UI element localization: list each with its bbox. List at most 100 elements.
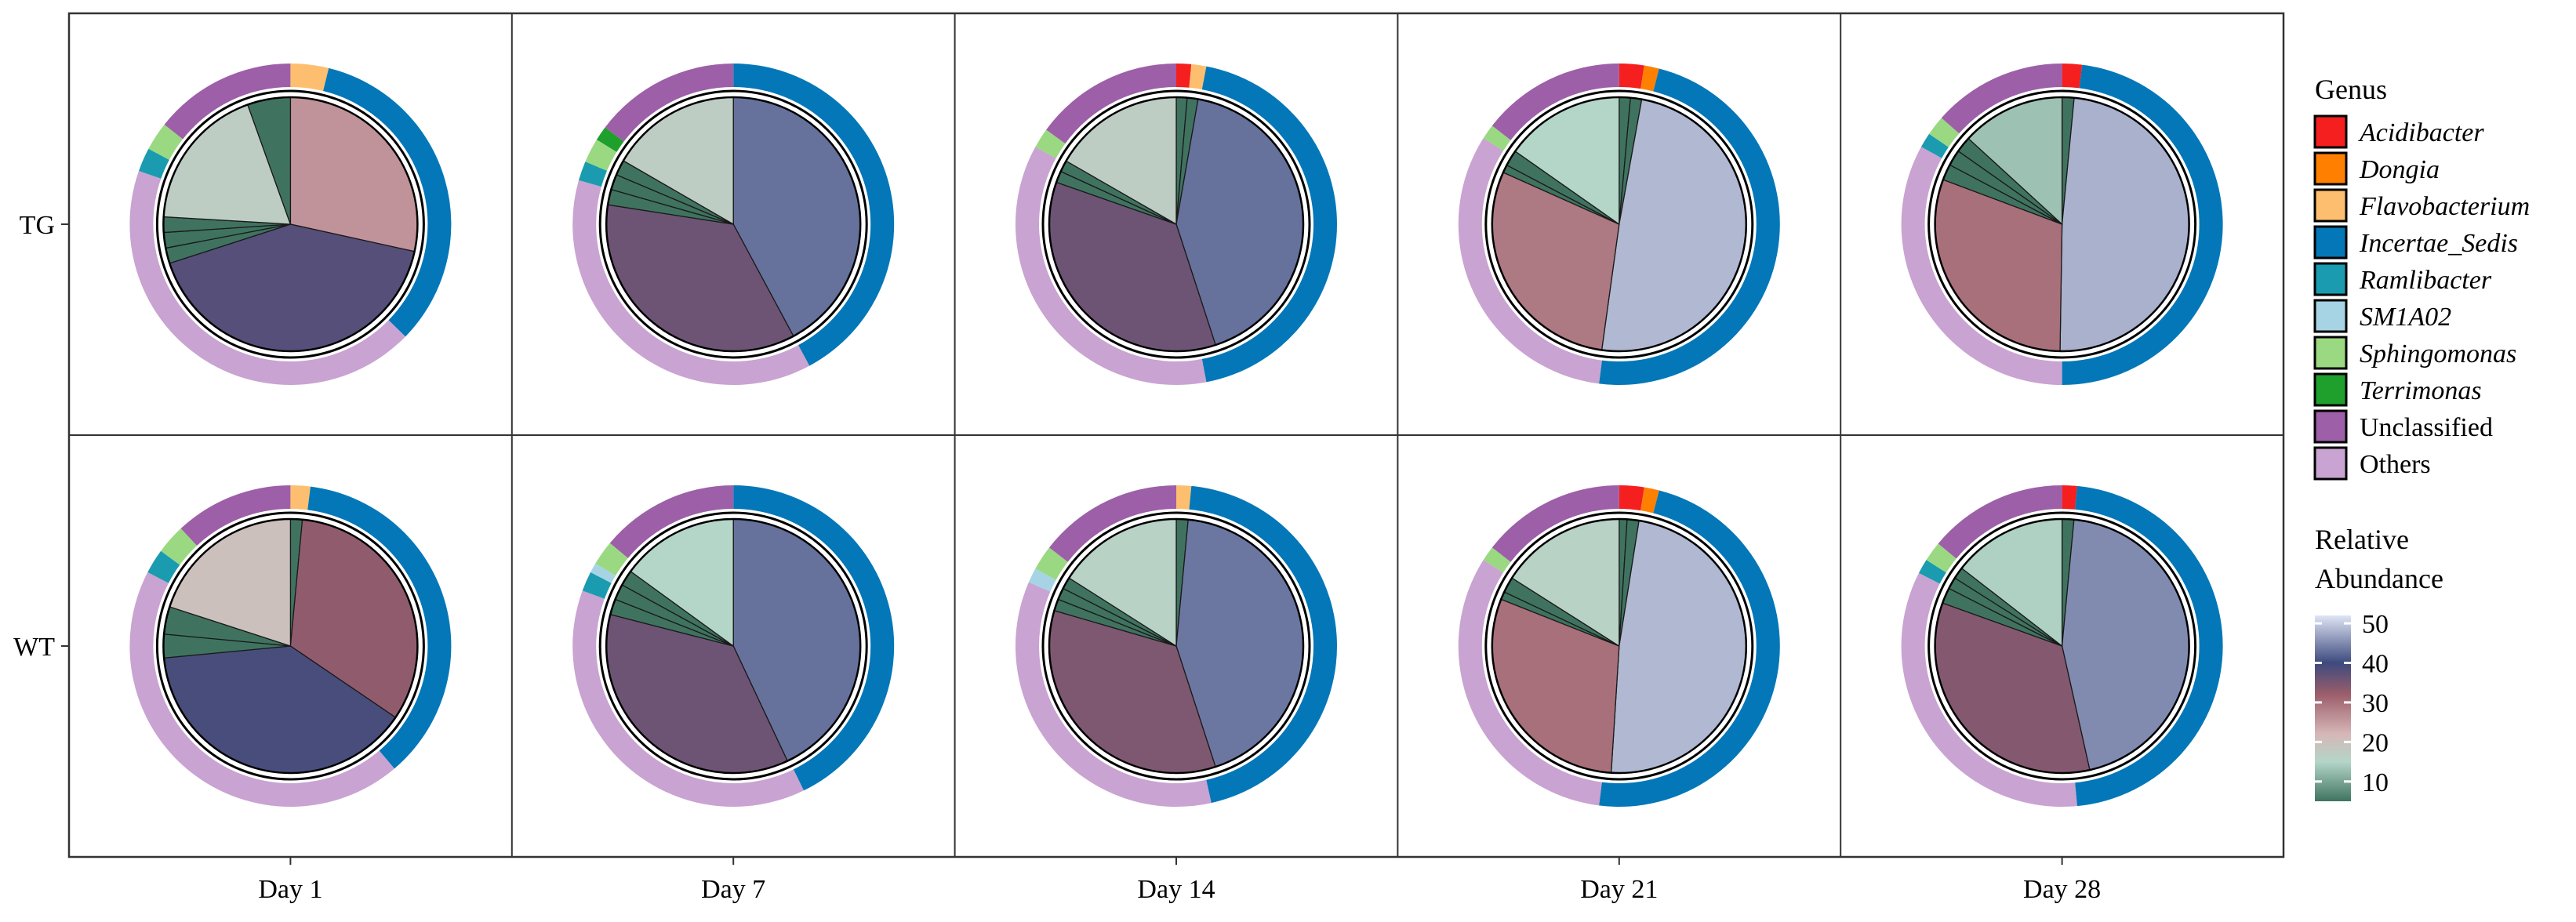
panel-wt-day-7 <box>572 485 895 807</box>
panel-tg-day-7 <box>572 64 895 385</box>
outer-slice-incertae-sedis <box>1201 66 1338 383</box>
panels-layer <box>129 63 2223 808</box>
outer-slice-ramlibacter <box>582 572 612 599</box>
legend-swatch <box>2313 446 2348 481</box>
outer-ring <box>1458 485 1780 808</box>
panel-tg-day-1 <box>129 64 452 385</box>
abundance-colorbar <box>2315 615 2351 801</box>
abundance-legend-title-line: Abundance <box>2315 563 2443 594</box>
outer-slice-acidibacter <box>1176 64 1192 88</box>
outer-slice-unclassified <box>1941 64 2062 134</box>
outer-slice-incertae-sedis <box>2075 485 2223 807</box>
inner-pie-border <box>1491 96 1748 353</box>
outer-slice-incertae-sedis <box>2062 64 2223 385</box>
genus-legend-title: Genus <box>2315 74 2387 105</box>
outer-slice-unclassified <box>605 64 734 142</box>
outer-slice-dongia <box>1640 65 1659 92</box>
outer-slice-sm1a02 <box>1028 568 1056 592</box>
outer-slice-ramlibacter <box>579 162 608 187</box>
outer-slice-sphingomonas <box>1483 125 1511 151</box>
outer-slice-unclassified <box>1938 485 2062 559</box>
outer-slice-dongia <box>1640 487 1659 514</box>
outer-slice-unclassified <box>1491 485 1619 562</box>
outer-slice-acidibacter <box>1619 485 1644 511</box>
legend-item-acidibacter: Acidibacter <box>2313 114 2484 149</box>
outer-slice-incertae-sedis <box>1599 490 1780 808</box>
outer-slice-others <box>1901 147 2062 386</box>
legend-swatch <box>2313 114 2348 149</box>
legend-swatch <box>2313 151 2348 186</box>
colorbar-tick-label: 50 <box>2362 610 2389 639</box>
outer-slice-incertae-sedis <box>733 485 895 791</box>
outer-slice-unclassified <box>1049 485 1176 562</box>
inner-pie <box>605 518 861 774</box>
outer-slice-acidibacter <box>1619 64 1644 89</box>
outer-ring <box>129 485 452 807</box>
inner-pie-border <box>1048 517 1305 775</box>
panel-tg-day-21 <box>1458 64 1780 386</box>
inner-pie-border <box>1048 96 1305 353</box>
legend-swatch <box>2313 188 2348 223</box>
outer-slice-sphingomonas <box>585 140 617 171</box>
outer-slice-sm1a02 <box>590 563 616 583</box>
outer-ring <box>572 64 895 385</box>
outer-ring <box>572 485 895 807</box>
facet-labels: Day 1 Day 7 Day 14 Day 21 Day 28 TG WT <box>13 211 2101 904</box>
panel-wt-day-1 <box>129 485 452 807</box>
legend-label: Sphingomonas <box>2360 339 2516 368</box>
legend-swatch <box>2313 299 2348 333</box>
outer-slice-flavobacterium <box>1189 64 1207 90</box>
legend-label: Terrimonas <box>2360 376 2482 405</box>
panel-wt-day-14 <box>1016 485 1338 807</box>
outer-slice-others <box>129 572 394 807</box>
legend-label: Dongia <box>2359 155 2440 184</box>
outer-slice-flavobacterium <box>1176 485 1192 510</box>
row-label-wt: WT <box>13 633 55 662</box>
legend-label: Incertae_Sedis <box>2359 229 2518 258</box>
outer-slice-terrimonas <box>596 127 624 152</box>
outer-slice-others <box>572 590 804 807</box>
inner-pie <box>1048 518 1304 774</box>
colorbar-tick-label: 20 <box>2362 728 2389 757</box>
colorbar-tick-label: 40 <box>2362 650 2389 679</box>
panel-wt-day-21 <box>1458 485 1780 808</box>
outer-slice-others <box>1901 572 2077 807</box>
legend-swatch <box>2313 372 2348 407</box>
abundance-legend-title-line: Relative <box>2315 524 2409 555</box>
legend-swatch <box>2313 336 2348 370</box>
inner-pie-border <box>605 96 862 353</box>
outer-slice-sphingomonas <box>1035 129 1066 158</box>
legend-label: SM1A02 <box>2360 303 2451 332</box>
outer-slice-unclassified <box>609 485 734 558</box>
legend-label: Acidibacter <box>2358 118 2484 147</box>
column-label-day-7: Day 7 <box>701 875 765 904</box>
legend-item-unclassified: Unclassified <box>2313 409 2493 444</box>
inner-pie-border <box>162 517 419 775</box>
outer-slice-sphingomonas <box>148 124 183 160</box>
outer-slice-acidibacter <box>2062 485 2077 510</box>
legend-swatch <box>2313 262 2348 296</box>
outer-slice-sphingomonas <box>161 528 198 565</box>
outer-slice-sphingomonas <box>595 543 628 576</box>
outer-slice-sphingomonas <box>1483 547 1511 573</box>
outer-slice-unclassified <box>180 485 291 546</box>
colorbar-tick-label: 30 <box>2362 689 2389 718</box>
outer-slice-flavobacterium <box>290 64 329 92</box>
legend: Genus Acidibacter Dongia Flavobacterium Ince… <box>2313 74 2530 801</box>
outer-slice-unclassified <box>1046 63 1176 144</box>
outer-slice-ramlibacter <box>1920 133 1949 158</box>
outer-ring <box>1016 485 1338 807</box>
outer-slice-others <box>1458 138 1602 384</box>
legend-label: Others <box>2360 450 2431 479</box>
outer-slice-incertae-sedis <box>1189 485 1338 804</box>
inner-pie-border <box>1934 517 2190 775</box>
inner-pie-border <box>1934 96 2190 353</box>
inner-pie-border <box>605 517 862 775</box>
outer-slice-incertae-sedis <box>733 64 895 366</box>
inner-pie <box>1491 518 1747 774</box>
outer-slice-ramlibacter <box>147 550 180 583</box>
panel-wt-day-28 <box>1901 485 2223 807</box>
inner-pie <box>1491 96 1747 352</box>
legend-item-others: Others <box>2313 446 2431 481</box>
outer-ring <box>1458 64 1780 386</box>
